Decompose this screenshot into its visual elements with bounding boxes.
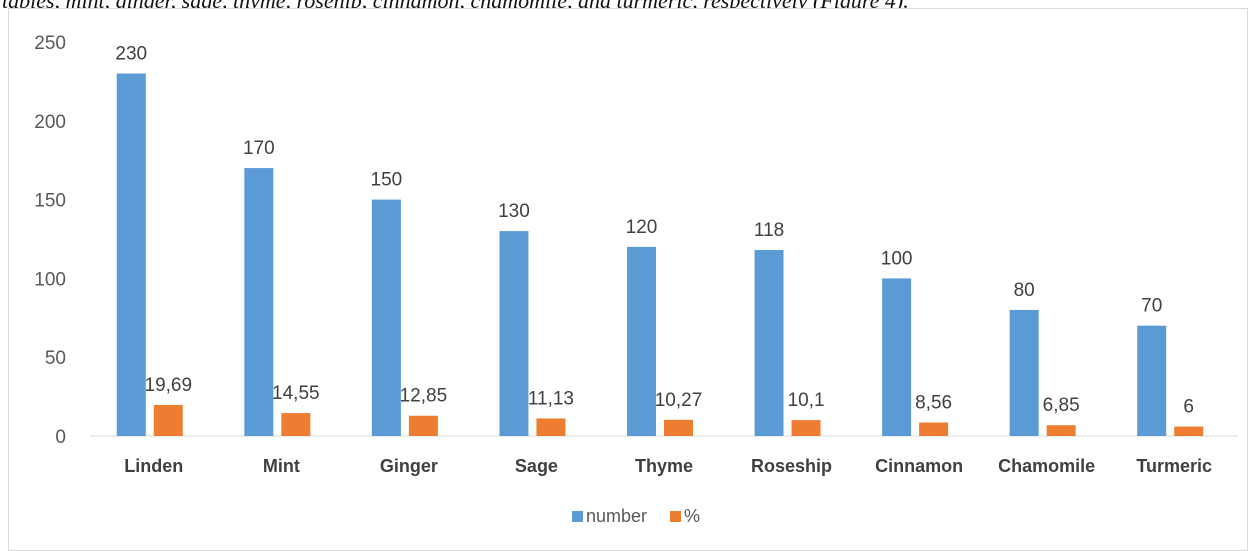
- data-label-number: 230: [115, 44, 147, 65]
- legend-label-percent: %: [684, 506, 700, 526]
- data-label-percent: 10,27: [655, 390, 703, 411]
- bar-number: [1137, 325, 1167, 436]
- legend-label-number: number: [586, 506, 647, 526]
- y-tick-label: 0: [55, 427, 66, 448]
- legend-swatch-number: [572, 511, 583, 522]
- bar-number: [499, 231, 529, 436]
- y-tick-label: 250: [34, 33, 66, 54]
- data-label-percent: 8,56: [915, 393, 952, 414]
- bar-number: [116, 73, 146, 437]
- data-label-percent: 19,69: [145, 375, 193, 396]
- bar-number: [754, 250, 784, 436]
- bar-number: [627, 246, 656, 436]
- bar-percent: [153, 404, 183, 436]
- data-label-number: 170: [243, 138, 275, 159]
- legend-swatch-percent: [670, 511, 681, 522]
- bar-percent: [1046, 425, 1076, 436]
- bar-number: [371, 199, 401, 436]
- data-label-percent: 6: [1183, 397, 1194, 418]
- data-label-number: 150: [371, 170, 403, 191]
- data-label-number: 80: [1014, 280, 1035, 301]
- data-label-number: 118: [754, 220, 784, 241]
- bar-number: [1009, 309, 1039, 436]
- data-label-number: 120: [626, 217, 658, 238]
- category-label: Roseship: [751, 456, 832, 476]
- y-tick-label: 50: [45, 348, 66, 369]
- category-label: Ginger: [380, 456, 438, 476]
- data-label-number: 100: [881, 248, 913, 269]
- y-tick-label: 200: [34, 112, 66, 133]
- data-label-percent: 10,1: [788, 390, 825, 411]
- data-label-percent: 12,85: [400, 386, 448, 407]
- data-label-number: 130: [498, 201, 530, 222]
- bar-number: [882, 278, 912, 436]
- data-label-percent: 6,85: [1043, 395, 1080, 416]
- y-tick-label: 150: [34, 191, 66, 212]
- bar-percent: [919, 422, 949, 436]
- data-label-percent: 14,55: [272, 383, 320, 404]
- bar-percent: [664, 419, 693, 436]
- data-label-number: 70: [1141, 296, 1162, 317]
- category-label: Thyme: [635, 456, 693, 476]
- category-label: Turmeric: [1136, 456, 1212, 476]
- bar-percent: [791, 420, 821, 436]
- bar-percent: [1174, 426, 1204, 436]
- bar-percent: [536, 418, 566, 436]
- category-label: Chamomile: [998, 456, 1095, 476]
- bar-number: [244, 168, 274, 436]
- category-label: Cinnamon: [875, 456, 963, 476]
- bar-percent: [408, 415, 438, 436]
- category-label: Sage: [515, 456, 558, 476]
- y-tick-label: 100: [34, 269, 66, 290]
- data-label-percent: 11,13: [528, 388, 574, 409]
- category-label: Mint: [263, 456, 300, 476]
- category-label: Linden: [124, 456, 183, 476]
- bar-percent: [281, 413, 311, 436]
